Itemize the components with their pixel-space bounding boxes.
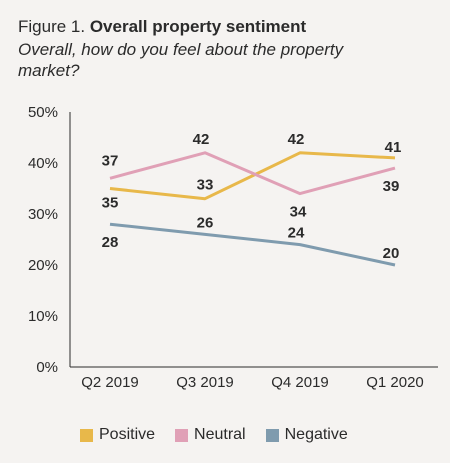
data-label-neutral: 39 bbox=[383, 178, 400, 195]
data-label-neutral: 42 bbox=[193, 131, 210, 148]
y-tick-label: 10% bbox=[28, 308, 58, 325]
y-tick-label: 40% bbox=[28, 155, 58, 172]
series-line-negative bbox=[109, 222, 396, 267]
legend-item-neutral: Neutral bbox=[175, 426, 246, 444]
y-tick-label: 30% bbox=[28, 206, 58, 223]
data-label-negative: 20 bbox=[383, 245, 400, 262]
x-tick-label: Q4 2019 bbox=[271, 374, 329, 391]
y-tick-label: 0% bbox=[36, 359, 58, 376]
series-line-positive bbox=[109, 151, 396, 201]
data-labels: 35 33 42 41 37 42 34 39 28 26 24 20 bbox=[102, 131, 402, 262]
figure-subtitle: Overall, how do you feel about the prope… bbox=[18, 40, 344, 80]
legend-label: Neutral bbox=[194, 426, 246, 443]
series-lines bbox=[109, 151, 396, 267]
x-tick-label: Q1 2020 bbox=[366, 374, 424, 391]
series-line-neutral bbox=[109, 151, 396, 196]
legend-item-negative: Negative bbox=[265, 426, 348, 444]
legend-swatch bbox=[265, 428, 279, 442]
y-tick-label: 50% bbox=[28, 104, 58, 121]
x-axis-ticks: Q2 2019 Q3 2019 Q4 2019 Q1 2020 bbox=[81, 374, 424, 391]
chart-legend: Positive Neutral Negative bbox=[80, 426, 348, 444]
figure-title: Figure 1. Overall property sentiment bbox=[18, 16, 306, 37]
data-label-neutral: 37 bbox=[102, 152, 119, 169]
legend-swatch bbox=[175, 428, 189, 442]
data-label-positive: 33 bbox=[197, 177, 214, 194]
data-label-positive: 35 bbox=[102, 195, 119, 212]
data-label-negative: 28 bbox=[102, 234, 119, 251]
figure-title-text: Overall property sentiment bbox=[89, 17, 307, 36]
legend-label: Positive bbox=[99, 426, 156, 443]
legend-item-positive: Positive bbox=[80, 426, 155, 444]
y-tick-label: 20% bbox=[28, 257, 58, 274]
data-label-neutral: 34 bbox=[290, 204, 307, 221]
data-label-negative: 26 bbox=[197, 214, 214, 231]
y-axis-ticks: 0% 10% 20% 30% 40% 50% bbox=[28, 104, 58, 376]
legend-swatch bbox=[80, 428, 93, 442]
data-label-negative: 24 bbox=[288, 225, 305, 242]
data-label-positive: 41 bbox=[385, 139, 402, 156]
x-tick-label: Q2 2019 bbox=[81, 374, 139, 391]
x-tick-label: Q3 2019 bbox=[176, 374, 234, 391]
figure-number: Figure 1. bbox=[18, 17, 86, 36]
legend-label: Negative bbox=[284, 426, 348, 443]
data-label-positive: 42 bbox=[288, 131, 305, 148]
